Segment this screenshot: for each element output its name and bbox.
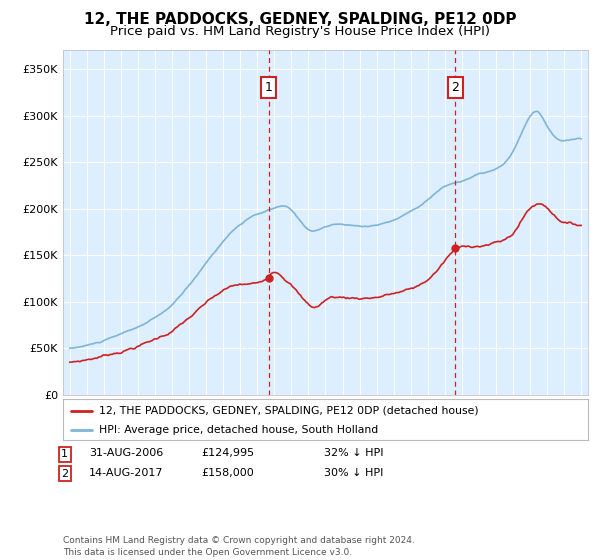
Text: £158,000: £158,000 [201, 468, 254, 478]
Text: HPI: Average price, detached house, South Holland: HPI: Average price, detached house, Sout… [98, 424, 378, 435]
Text: 2: 2 [61, 469, 68, 479]
Text: 32% ↓ HPI: 32% ↓ HPI [324, 448, 383, 458]
Text: 1: 1 [265, 81, 272, 94]
Text: £124,995: £124,995 [201, 448, 254, 458]
Text: 31-AUG-2006: 31-AUG-2006 [89, 448, 163, 458]
Text: 2: 2 [451, 81, 459, 94]
Text: 14-AUG-2017: 14-AUG-2017 [89, 468, 163, 478]
Text: 30% ↓ HPI: 30% ↓ HPI [324, 468, 383, 478]
Text: 12, THE PADDOCKS, GEDNEY, SPALDING, PE12 0DP: 12, THE PADDOCKS, GEDNEY, SPALDING, PE12… [84, 12, 516, 27]
Text: Contains HM Land Registry data © Crown copyright and database right 2024.
This d: Contains HM Land Registry data © Crown c… [63, 536, 415, 557]
Text: Price paid vs. HM Land Registry's House Price Index (HPI): Price paid vs. HM Land Registry's House … [110, 25, 490, 38]
Text: 1: 1 [61, 449, 68, 459]
Text: 12, THE PADDOCKS, GEDNEY, SPALDING, PE12 0DP (detached house): 12, THE PADDOCKS, GEDNEY, SPALDING, PE12… [98, 405, 478, 416]
